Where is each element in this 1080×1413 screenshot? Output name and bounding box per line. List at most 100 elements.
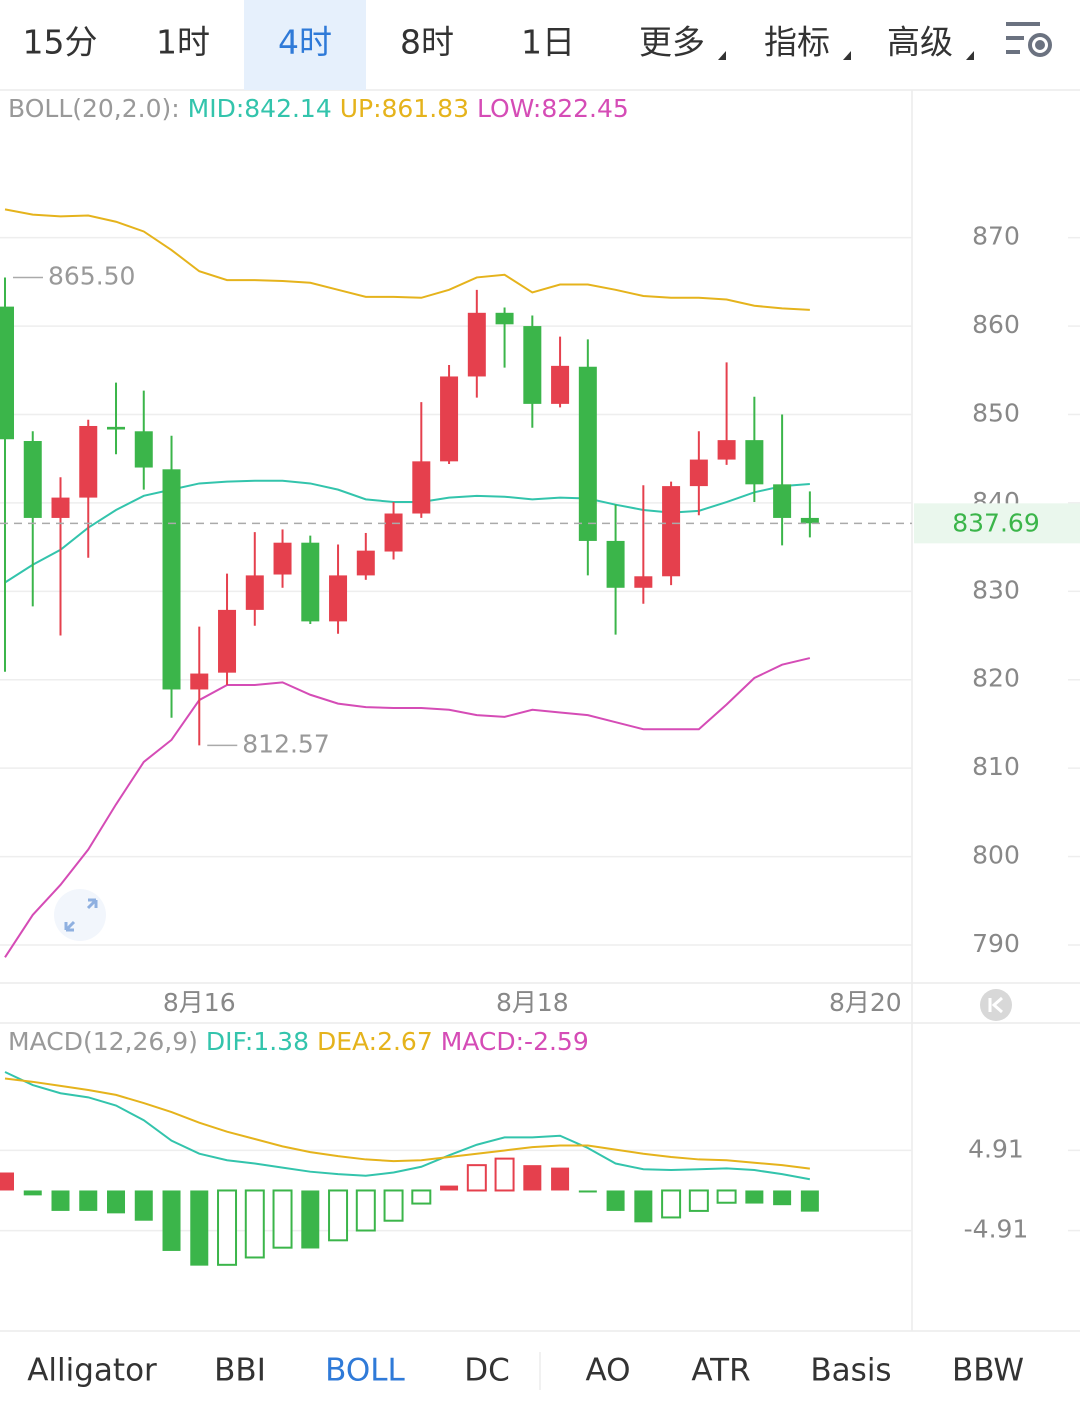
legend-title: BOLL(20,2.0): xyxy=(8,94,180,123)
candle-body xyxy=(218,609,237,673)
scroll-latest-icon[interactable] xyxy=(980,989,1012,1021)
candle-body xyxy=(0,306,14,440)
dropdown-arrow xyxy=(843,51,851,60)
macd-bar xyxy=(0,1172,14,1191)
x-tick-label: 8月18 xyxy=(496,988,569,1017)
macd-bar xyxy=(162,1190,181,1251)
y-tick-label: 870 xyxy=(972,222,1020,251)
candle-body xyxy=(662,486,681,577)
indicator-line xyxy=(4,1077,810,1170)
macd-bar xyxy=(301,1190,320,1249)
macd-bar xyxy=(551,1167,570,1191)
macd-bar xyxy=(383,1189,404,1222)
dropdown-arrow xyxy=(966,51,974,60)
candle-body xyxy=(717,440,736,460)
candle-body xyxy=(162,469,181,690)
indicator-line xyxy=(4,657,811,958)
macd-bar xyxy=(272,1189,293,1249)
legend-entry: DEA:2.67 xyxy=(317,1027,433,1056)
macd-bar xyxy=(800,1190,819,1212)
candle-body xyxy=(190,673,209,690)
candle-body xyxy=(245,575,264,610)
candle-body xyxy=(273,542,292,575)
frame xyxy=(0,89,1080,1390)
candle-body xyxy=(745,440,764,485)
indicator-tab[interactable]: BBI xyxy=(214,1353,266,1389)
macd-bar xyxy=(688,1189,709,1212)
legend-entry: MACD:-2.59 xyxy=(441,1027,589,1056)
legend: BOLL(20,2.0): MID:842.14 UP:861.83 LOW:8… xyxy=(8,94,629,123)
candle-body xyxy=(356,550,375,576)
macd-bar xyxy=(79,1190,98,1211)
candle-body xyxy=(79,425,98,498)
candle-body xyxy=(689,459,708,487)
macd-bar xyxy=(51,1190,70,1211)
time-tab[interactable]: 15分 xyxy=(23,23,98,62)
macd-bar xyxy=(578,1190,597,1193)
time-tab[interactable]: 1日 xyxy=(521,23,575,62)
macd-bar xyxy=(440,1185,459,1191)
settings-icon[interactable] xyxy=(1006,22,1052,57)
dropdown-arrow xyxy=(718,51,726,60)
macd-bar xyxy=(523,1165,542,1191)
legend-entry: UP:861.83 xyxy=(340,94,469,123)
candle-body xyxy=(23,441,42,518)
time-tab[interactable]: 4时 xyxy=(278,23,332,62)
macd-bar xyxy=(494,1157,515,1192)
macd-bar xyxy=(661,1189,682,1219)
macd-bar xyxy=(328,1189,349,1242)
indicator-tab[interactable]: BBW xyxy=(952,1353,1024,1389)
candle-body xyxy=(412,461,431,514)
macd-bar xyxy=(773,1190,792,1206)
legend-title: MACD(12,26,9) xyxy=(8,1027,198,1056)
indicator-tab[interactable]: Basis xyxy=(810,1353,891,1389)
candle-body xyxy=(523,326,542,404)
time-tab[interactable]: 1时 xyxy=(156,23,210,62)
time-tab[interactable]: 指标 xyxy=(764,23,830,62)
indicator-tab[interactable]: AO xyxy=(585,1353,630,1389)
time-tab[interactable]: 8时 xyxy=(400,23,454,62)
macd-bar xyxy=(716,1189,737,1204)
legend-entry: LOW:822.45 xyxy=(477,94,629,123)
candle-body xyxy=(800,517,819,524)
candle-body xyxy=(134,431,153,468)
indicator-tab[interactable]: DC xyxy=(464,1353,510,1389)
x-tick-label: 8月16 xyxy=(163,988,236,1017)
y-tick-label: 820 xyxy=(972,664,1020,693)
candle-body xyxy=(51,497,70,518)
indicator-tab[interactable]: BOLL xyxy=(325,1353,405,1389)
indicator-line xyxy=(4,1071,811,1181)
macd-bar xyxy=(217,1189,238,1266)
y-tick-label: 800 xyxy=(972,841,1020,870)
candle-body xyxy=(606,540,625,588)
macd-bar xyxy=(244,1189,265,1259)
x-tick-label: 8月20 xyxy=(829,988,902,1017)
time-tab[interactable]: 高级 xyxy=(887,23,953,62)
macd-bar xyxy=(134,1190,153,1221)
last-price-label: 837.69 xyxy=(952,508,1039,537)
expand-icon[interactable] xyxy=(54,889,106,941)
candle-body xyxy=(467,312,486,377)
time-tab[interactable]: 更多 xyxy=(639,23,705,62)
indicator-line xyxy=(4,208,810,311)
legend: MACD(12,26,9) DIF:1.38 DEA:2.67 MACD:-2.… xyxy=(8,1027,589,1056)
macd-bar xyxy=(745,1190,764,1204)
legend-entry: DIF:1.38 xyxy=(206,1027,309,1056)
y-tick-label: 810 xyxy=(972,752,1020,781)
extreme-label: 865.50 xyxy=(48,261,135,290)
candle-body xyxy=(384,513,403,552)
y-tick-label: 790 xyxy=(972,929,1020,958)
candle-body xyxy=(495,312,514,325)
last-price-box xyxy=(914,503,1080,544)
candle-body xyxy=(107,426,126,430)
indicator-tab[interactable]: ATR xyxy=(691,1353,750,1389)
y-tick-label: -4.91 xyxy=(964,1215,1029,1244)
indicator-tab[interactable]: Alligator xyxy=(27,1353,157,1389)
y-tick-label: 860 xyxy=(972,310,1020,339)
y-tick-label: 850 xyxy=(972,398,1020,427)
macd-bar xyxy=(190,1190,209,1266)
macd-bar xyxy=(411,1189,432,1205)
candle-body xyxy=(578,366,597,541)
